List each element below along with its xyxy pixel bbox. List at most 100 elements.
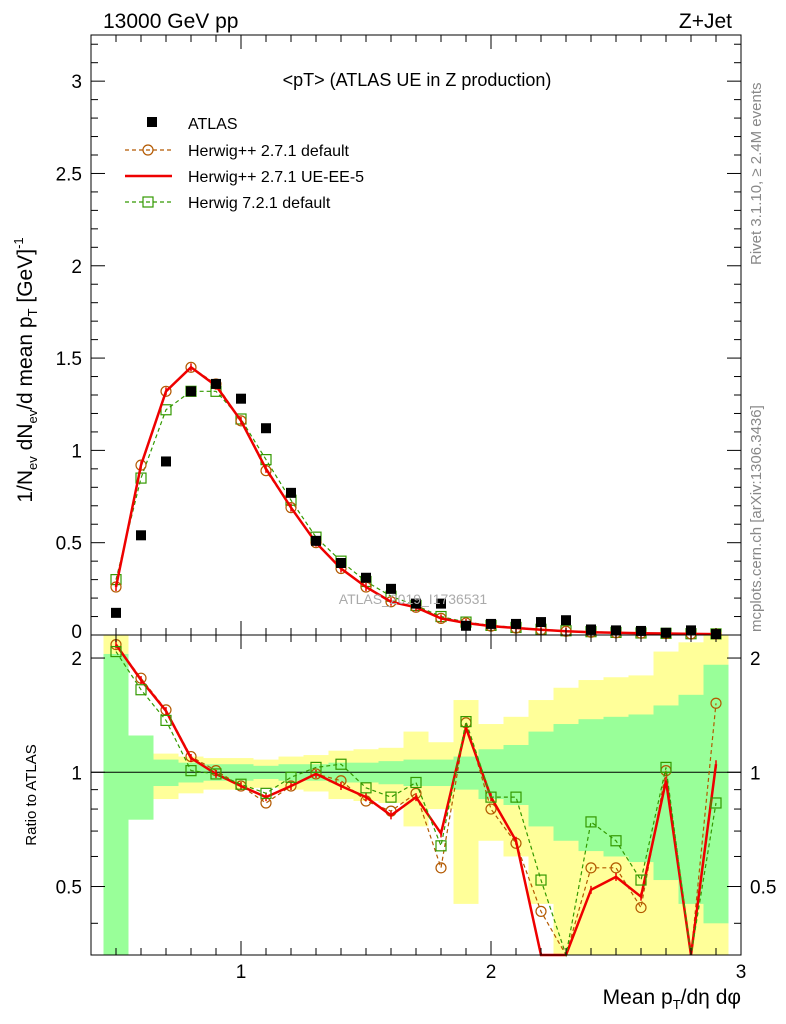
band-inner-bin — [103, 653, 129, 955]
ratio-circle-marker — [610, 862, 622, 874]
ratio-square-marker — [610, 835, 622, 847]
main-title: <pT> (ATLAS UE in Z production) — [283, 70, 552, 90]
ratio-y-tick-label-left: 2 — [71, 649, 82, 670]
legend: ATLAS Herwig++ 2.7.1 default Herwig++ 2.… — [125, 116, 364, 212]
axis-ticks: 1 2 3 0.5 1 1.5 2 2.5 3 0 0.5 0.5 1 1 2 2 — [56, 35, 776, 983]
main-atlas-point — [186, 386, 196, 397]
main-atlas-point — [286, 487, 296, 498]
ratio-y-tick-label-right: 0.5 — [750, 878, 776, 899]
ratio-y-axis-label: Ratio to ATLAS — [23, 744, 40, 845]
band-inner-bin — [553, 724, 579, 841]
ratio-square-marker — [185, 765, 197, 777]
band-inner-bin — [128, 735, 154, 820]
legend-label-h271ee5: Herwig++ 2.7.1 UE-EE-5 — [188, 169, 364, 186]
main-atlas-point — [261, 423, 271, 434]
main-circle-marker — [235, 415, 247, 427]
ratio-circle-marker — [535, 905, 547, 917]
band-inner-bin — [428, 759, 454, 787]
main-y-tick-label: 0.5 — [56, 534, 82, 555]
main-atlas-point — [511, 618, 521, 629]
band-inner-bin — [153, 759, 179, 787]
ratio-square-marker — [335, 758, 347, 770]
main-atlas-point — [161, 456, 171, 467]
ratio-circle-marker — [710, 697, 722, 709]
main-atlas-point — [461, 620, 471, 631]
ratio-square-marker — [485, 791, 497, 803]
header-left: 13000 GeV pp — [103, 10, 238, 33]
ratio-y-tick-label-right: 1 — [750, 763, 761, 784]
watermark: ATLAS_2019_I1736531 — [339, 591, 488, 607]
x-tick-label: 3 — [736, 962, 747, 983]
band-outer-bin — [453, 700, 479, 904]
band-inner-bin — [528, 731, 554, 827]
main-atlas-point — [236, 393, 246, 404]
ratio-circle-marker — [635, 901, 647, 914]
main-circle-marker — [160, 385, 172, 397]
main-y-tick-label: 2.5 — [56, 164, 82, 185]
main-y-tick-label: 1 — [71, 441, 82, 462]
x-axis-label: Mean pT/dη dφ — [603, 986, 741, 1012]
ratio-square-marker — [385, 791, 397, 803]
main-circle-marker — [285, 502, 297, 514]
ratio-square-marker — [360, 782, 372, 794]
main-y-tick-label: 3 — [71, 72, 82, 93]
main-atlas-point — [136, 530, 146, 541]
main-atlas-point — [111, 607, 121, 618]
main-y-tick-label: 0 — [71, 622, 82, 643]
legend-marker-h721 — [142, 196, 154, 208]
main-atlas-point — [561, 615, 571, 626]
main-atlas-point — [361, 572, 371, 583]
ratio-circle-marker — [285, 780, 297, 792]
main-y-tick-label: 1.5 — [56, 349, 82, 370]
legend-label-atlas: ATLAS — [188, 116, 238, 133]
main-atlas-point — [211, 378, 221, 389]
ratio-plot-series — [110, 638, 722, 958]
header-right: Z+Jet — [679, 10, 732, 33]
ratio-square-marker — [110, 645, 122, 658]
ratio-square-marker — [710, 797, 722, 809]
ratio-square-marker — [660, 761, 672, 774]
legend-marker-h271 — [142, 144, 154, 156]
ratio-square-marker — [285, 771, 297, 783]
ratio-square-marker — [635, 874, 647, 886]
band-inner-bin — [628, 714, 654, 863]
ratio-y-tick-label-left: 1 — [71, 763, 82, 784]
x-tick-label: 2 — [486, 962, 497, 983]
ratio-square-marker — [260, 787, 272, 799]
ratio-y-tick-label-left: 0.5 — [56, 878, 82, 899]
ratio-square-marker — [135, 684, 147, 696]
band-inner-bin — [678, 694, 704, 904]
x-tick-label: 1 — [236, 962, 247, 983]
main-y-axis-label: 1/Nev dNev/d mean pT [GeV]-1 — [11, 237, 40, 502]
ratio-square-marker — [435, 840, 447, 852]
main-square-marker — [135, 472, 147, 484]
ratio-square-marker — [510, 791, 522, 803]
ratio-circle-marker — [435, 862, 447, 874]
legend-label-h271: Herwig++ 2.7.1 default — [188, 143, 350, 160]
main-atlas-point — [436, 598, 446, 609]
ratio-circle-marker — [310, 768, 322, 780]
rivet-label: Rivet 3.1.10, ≥ 2.4M events — [748, 83, 765, 266]
band-inner-bin — [653, 705, 679, 881]
band-inner-bin — [503, 744, 529, 805]
ratio-square-marker — [410, 776, 422, 789]
main-atlas-point — [536, 617, 546, 628]
ratio-square-marker — [535, 874, 547, 886]
legend-label-h721: Herwig 7.2.1 default — [188, 195, 331, 212]
ratio-dashed-square-line — [115, 651, 717, 958]
ratio-square-marker — [160, 714, 172, 726]
main-atlas-point — [411, 598, 421, 609]
ratio-circle-marker — [485, 803, 497, 815]
legend-marker-atlas — [147, 117, 157, 127]
ratio-square-marker — [235, 778, 247, 790]
ratio-square-marker — [310, 761, 322, 774]
main-atlas-point — [311, 535, 321, 546]
ratio-square-marker — [585, 816, 597, 828]
ratio-square-marker — [210, 768, 222, 780]
ratio-circle-marker — [585, 862, 597, 874]
main-y-tick-label: 2 — [71, 257, 82, 278]
main-atlas-point — [336, 558, 346, 568]
main-atlas-point — [386, 583, 396, 594]
ratio-y-tick-label-right: 2 — [750, 649, 761, 670]
